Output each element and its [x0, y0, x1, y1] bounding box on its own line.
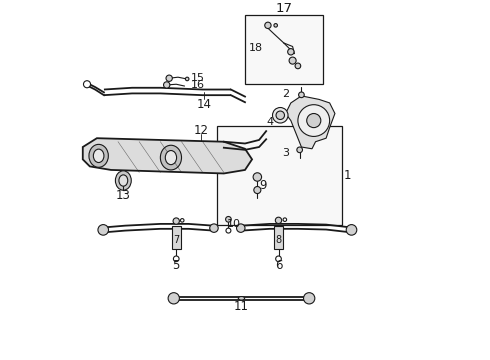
Circle shape: [265, 22, 271, 28]
Text: 14: 14: [197, 98, 212, 111]
Circle shape: [288, 49, 294, 55]
Bar: [274, 226, 283, 249]
Ellipse shape: [160, 145, 181, 170]
Circle shape: [237, 224, 245, 232]
Bar: [245, 15, 322, 84]
Bar: [172, 226, 181, 249]
Text: 4: 4: [266, 117, 273, 127]
Ellipse shape: [89, 144, 108, 167]
Text: 6: 6: [275, 258, 282, 272]
Circle shape: [166, 75, 172, 81]
Text: 2: 2: [282, 89, 289, 99]
Circle shape: [289, 57, 296, 64]
Circle shape: [180, 219, 184, 222]
Bar: [217, 126, 342, 225]
Text: 7: 7: [173, 235, 179, 246]
Circle shape: [295, 63, 301, 69]
Text: 5: 5: [172, 258, 180, 272]
Circle shape: [274, 24, 277, 27]
Text: 17: 17: [275, 2, 293, 15]
Circle shape: [168, 293, 179, 304]
Circle shape: [307, 113, 321, 127]
Text: 9: 9: [260, 179, 267, 192]
Ellipse shape: [119, 175, 128, 186]
Circle shape: [272, 108, 288, 123]
Circle shape: [173, 256, 179, 262]
Circle shape: [98, 225, 108, 235]
Circle shape: [253, 173, 262, 181]
Circle shape: [283, 218, 287, 221]
Text: 11: 11: [234, 300, 249, 313]
Circle shape: [173, 218, 179, 224]
Text: 1: 1: [343, 169, 351, 182]
Ellipse shape: [94, 149, 104, 162]
Circle shape: [346, 225, 357, 235]
Circle shape: [185, 77, 189, 81]
Text: 18: 18: [248, 43, 263, 53]
Text: 13: 13: [116, 189, 131, 202]
Circle shape: [226, 228, 231, 233]
Ellipse shape: [116, 171, 131, 190]
Circle shape: [275, 217, 282, 224]
Polygon shape: [83, 138, 252, 174]
Circle shape: [225, 216, 231, 222]
Text: 10: 10: [227, 219, 241, 229]
Text: 8: 8: [275, 235, 282, 246]
Circle shape: [297, 147, 302, 153]
Text: 15: 15: [191, 72, 204, 82]
Circle shape: [303, 293, 315, 304]
Ellipse shape: [165, 150, 176, 165]
Ellipse shape: [238, 297, 245, 300]
Circle shape: [254, 186, 261, 194]
Text: 3: 3: [282, 148, 289, 158]
Circle shape: [164, 82, 170, 88]
Polygon shape: [286, 96, 335, 149]
Circle shape: [298, 92, 304, 98]
Circle shape: [210, 224, 218, 232]
Circle shape: [276, 111, 285, 120]
Circle shape: [298, 105, 330, 136]
Text: 16: 16: [191, 80, 204, 90]
Circle shape: [276, 256, 281, 262]
Circle shape: [83, 81, 91, 88]
Text: 12: 12: [194, 123, 208, 136]
